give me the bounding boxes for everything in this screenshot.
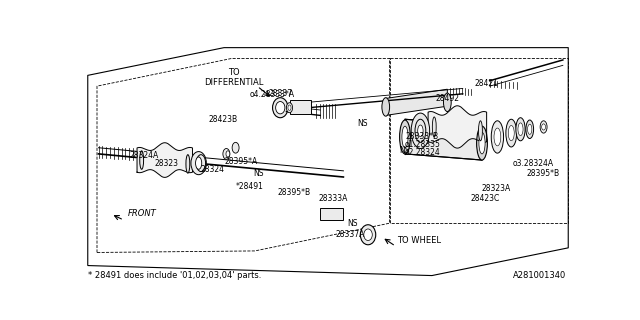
Ellipse shape <box>364 229 372 241</box>
Ellipse shape <box>186 155 190 173</box>
Text: 28423C: 28423C <box>470 194 500 203</box>
Ellipse shape <box>492 121 504 153</box>
Ellipse shape <box>360 225 376 245</box>
Ellipse shape <box>232 142 239 153</box>
Polygon shape <box>428 106 486 148</box>
Text: 28323: 28323 <box>155 159 179 168</box>
Ellipse shape <box>526 120 534 139</box>
Text: TO
DIFFERENTIAL: TO DIFFERENTIAL <box>204 68 264 87</box>
Text: 28395*B: 28395*B <box>527 169 560 178</box>
Ellipse shape <box>418 125 423 137</box>
Ellipse shape <box>411 113 429 148</box>
Ellipse shape <box>479 121 483 141</box>
Text: 28492: 28492 <box>436 94 460 103</box>
Ellipse shape <box>518 123 523 136</box>
Text: 28333*B: 28333*B <box>405 132 438 141</box>
Text: 28395*A: 28395*A <box>225 157 258 166</box>
Text: o3.28324A: o3.28324A <box>513 159 554 168</box>
Ellipse shape <box>527 124 532 134</box>
Ellipse shape <box>516 118 525 141</box>
Ellipse shape <box>191 152 206 175</box>
Text: A281001340: A281001340 <box>513 271 566 280</box>
Ellipse shape <box>444 93 451 112</box>
Ellipse shape <box>479 132 485 154</box>
Ellipse shape <box>541 124 545 130</box>
Text: 28395*B: 28395*B <box>278 188 311 197</box>
Bar <box>289 100 311 114</box>
Text: o1.28335: o1.28335 <box>405 140 441 149</box>
Text: 28421: 28421 <box>474 78 498 88</box>
Ellipse shape <box>226 151 230 157</box>
Ellipse shape <box>140 151 143 169</box>
Ellipse shape <box>196 157 202 169</box>
Text: 28324A: 28324A <box>129 151 159 160</box>
Text: 28324: 28324 <box>201 165 225 174</box>
Ellipse shape <box>494 128 500 146</box>
Polygon shape <box>386 89 447 116</box>
Text: NS: NS <box>253 169 264 178</box>
Text: 28323A: 28323A <box>482 184 511 193</box>
Ellipse shape <box>382 98 390 116</box>
Text: 28333A: 28333A <box>319 194 348 203</box>
Polygon shape <box>137 143 193 177</box>
Ellipse shape <box>415 119 426 142</box>
Text: 28337A: 28337A <box>336 230 365 239</box>
Text: *28491: *28491 <box>236 182 264 191</box>
Ellipse shape <box>477 126 488 160</box>
Polygon shape <box>405 119 482 160</box>
Ellipse shape <box>508 125 514 141</box>
Text: NS: NS <box>348 219 358 228</box>
Ellipse shape <box>399 120 410 154</box>
Text: NS: NS <box>399 146 410 155</box>
Ellipse shape <box>223 148 230 159</box>
Text: NS: NS <box>357 119 368 128</box>
Ellipse shape <box>276 101 285 114</box>
Text: 28423B: 28423B <box>209 115 238 124</box>
Bar <box>320 208 344 220</box>
Text: 28337: 28337 <box>268 89 292 98</box>
Text: o2.28324: o2.28324 <box>405 148 441 157</box>
Ellipse shape <box>287 103 292 113</box>
Ellipse shape <box>402 126 408 148</box>
Text: o4.28333*A: o4.28333*A <box>250 90 294 99</box>
Text: TO WHEEL: TO WHEEL <box>397 236 442 244</box>
Ellipse shape <box>433 117 436 137</box>
Text: * 28491 does include '01,02,03,04' parts.: * 28491 does include '01,02,03,04' parts… <box>88 271 261 280</box>
Text: FRONT: FRONT <box>128 210 157 219</box>
Ellipse shape <box>540 121 547 133</box>
Ellipse shape <box>273 98 288 118</box>
Ellipse shape <box>506 119 516 147</box>
Ellipse shape <box>196 155 205 172</box>
Ellipse shape <box>288 105 291 110</box>
